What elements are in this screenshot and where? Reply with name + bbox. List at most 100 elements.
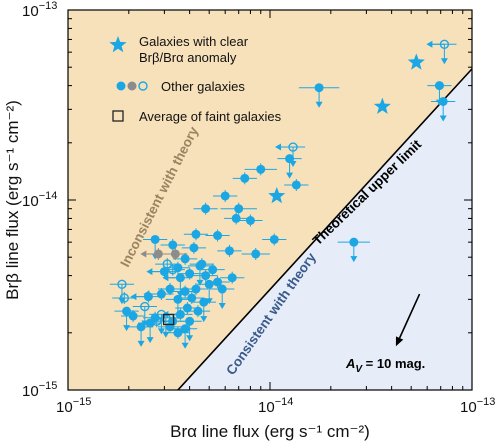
y-tick-label-0: 10−15 bbox=[22, 380, 57, 400]
point-43 bbox=[143, 292, 153, 302]
extinction-arrow bbox=[398, 293, 421, 339]
point-28 bbox=[195, 261, 205, 271]
point-10 bbox=[234, 204, 244, 214]
point-46 bbox=[175, 309, 185, 319]
point-39 bbox=[173, 294, 183, 304]
point-36 bbox=[191, 284, 201, 294]
star-point-0 bbox=[268, 187, 286, 204]
extinction-label: AV = 10 mag. bbox=[345, 356, 425, 375]
point-48-ulim-arrow bbox=[186, 335, 194, 342]
point-59-ulim-arrow bbox=[181, 342, 189, 349]
point-5 bbox=[285, 154, 295, 164]
legend-star-marker bbox=[109, 36, 127, 53]
point-17 bbox=[191, 229, 201, 239]
y-tick-label-1: 10−14 bbox=[22, 190, 57, 210]
y-tick-label-2: 10−13 bbox=[22, 0, 57, 20]
average-square-0 bbox=[163, 313, 175, 326]
point-35-ulim-arrow bbox=[218, 303, 226, 310]
point-64-open bbox=[161, 313, 171, 323]
point-61-ulim-arrow bbox=[146, 337, 154, 344]
point-2-ulim-arrow bbox=[439, 115, 447, 122]
point-22 bbox=[251, 249, 261, 259]
star-point-2 bbox=[407, 53, 425, 70]
star-point-1 bbox=[373, 97, 391, 114]
legend-label-other: Other galaxies bbox=[161, 79, 245, 94]
x-axis-label: Brα line flux (erg s⁻¹ cm⁻²) bbox=[170, 422, 370, 441]
point-7 bbox=[240, 173, 250, 183]
point-23 bbox=[180, 254, 190, 264]
point-54-open bbox=[140, 301, 150, 312]
legend-label-star-line2: Brβ/Brα anomaly bbox=[139, 50, 237, 65]
point-20 bbox=[189, 243, 199, 253]
point-66 bbox=[153, 249, 163, 259]
point-3-ulim-arrow bbox=[440, 58, 448, 65]
point-6 bbox=[256, 164, 266, 174]
point-18 bbox=[150, 234, 160, 244]
point-28-ulim-arrow bbox=[196, 279, 204, 286]
point-51 bbox=[128, 311, 138, 321]
point-33 bbox=[227, 273, 237, 283]
point-2 bbox=[438, 96, 448, 106]
point-56-open bbox=[168, 264, 178, 275]
point-21 bbox=[224, 246, 234, 256]
point-30-xlim-arrow bbox=[146, 268, 153, 276]
legend: Galaxies with clear Brβ/Brα anomaly Othe… bbox=[109, 34, 282, 124]
point-45 bbox=[193, 306, 203, 316]
x-tick-label-1: 10−14 bbox=[258, 396, 293, 416]
point-12 bbox=[231, 213, 241, 223]
point-15 bbox=[269, 234, 279, 244]
point-4-open bbox=[288, 142, 298, 152]
point-14 bbox=[349, 237, 359, 247]
point-9 bbox=[220, 191, 230, 201]
point-50 bbox=[122, 306, 132, 316]
point-41 bbox=[199, 297, 209, 307]
legend-circle-filled bbox=[116, 81, 126, 91]
point-55-open bbox=[162, 259, 172, 269]
point-44 bbox=[182, 303, 192, 313]
point-0 bbox=[314, 83, 324, 93]
x-tick-label-0: 10−15 bbox=[56, 396, 91, 416]
legend-circle-open bbox=[138, 81, 148, 91]
point-19 bbox=[168, 240, 178, 250]
point-1 bbox=[434, 81, 444, 91]
legend-circle-grey bbox=[127, 81, 137, 91]
point-29-xlim-arrow bbox=[162, 274, 169, 282]
point-13 bbox=[245, 216, 255, 226]
point-66-xlim-arrow bbox=[140, 250, 147, 258]
y-axis-label: Brβ line flux (erg s⁻¹ cm⁻²) bbox=[3, 100, 22, 300]
upper-limit-line bbox=[177, 68, 472, 390]
point-63 bbox=[173, 328, 183, 338]
point-65 bbox=[170, 249, 180, 259]
point-41-ulim-arrow bbox=[200, 316, 208, 323]
point-14-ulim-arrow bbox=[350, 256, 358, 263]
point-53-open bbox=[119, 293, 130, 303]
point-48 bbox=[185, 316, 195, 326]
point-16 bbox=[213, 231, 223, 241]
axis-ticks: 10−15 10−14 10−13 10−15 10−14 10−13 bbox=[22, 0, 495, 416]
legend-label-average: Average of faint galaxies bbox=[139, 109, 282, 124]
legend-square-marker bbox=[112, 110, 124, 122]
point-52-open bbox=[117, 279, 127, 290]
point-0-ulim-arrow bbox=[315, 101, 323, 108]
point-4-xlim-arrow bbox=[275, 143, 282, 151]
point-26 bbox=[208, 265, 218, 275]
point-29 bbox=[175, 273, 185, 283]
point-3-open bbox=[439, 39, 450, 49]
plot-regions bbox=[68, 10, 472, 390]
point-34 bbox=[204, 279, 214, 289]
extinction-arrow-head bbox=[395, 336, 404, 347]
point-8 bbox=[291, 180, 301, 190]
x-tick-label-2: 10−13 bbox=[460, 396, 495, 416]
point-57-ulim-arrow bbox=[157, 328, 165, 335]
point-38 bbox=[165, 284, 175, 294]
point-35 bbox=[217, 284, 227, 294]
legend-label-star-line1: Galaxies with clear bbox=[139, 34, 249, 49]
point-3-xlim-arrow bbox=[426, 40, 433, 48]
data-marks bbox=[109, 39, 457, 349]
point-64-ulim-arrow bbox=[162, 331, 170, 338]
point-50-ulim-arrow bbox=[123, 325, 131, 332]
point-61 bbox=[145, 318, 155, 328]
point-59 bbox=[180, 324, 190, 334]
point-40 bbox=[187, 293, 197, 303]
